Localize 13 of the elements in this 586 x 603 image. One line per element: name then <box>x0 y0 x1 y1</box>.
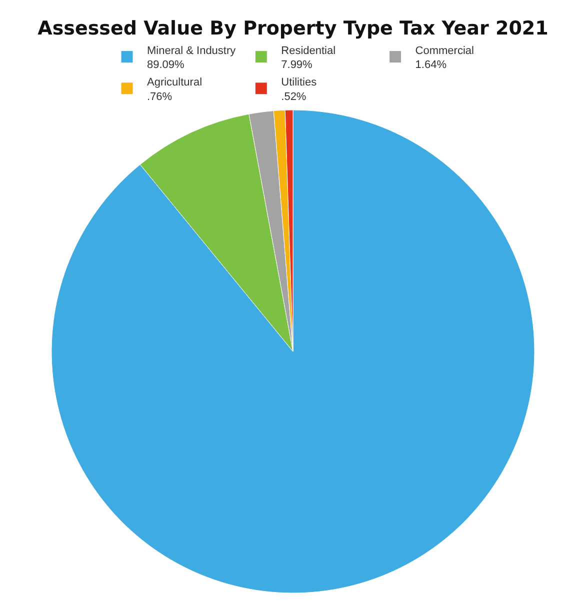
legend-label: Mineral & Industry <box>147 44 236 57</box>
data-label: .76% <box>147 90 172 103</box>
data-label: 1.64% <box>415 59 447 72</box>
data-label: 7.99% <box>281 59 313 72</box>
chart-title: Assessed Value By Property Type Tax Year 2021 <box>38 17 548 40</box>
legend-label: Agricultural <box>147 76 202 89</box>
data-label: 89.09% <box>147 59 185 72</box>
legend-label: Utilities <box>281 76 318 89</box>
legend-label: Residential <box>281 44 336 57</box>
pie-slice <box>51 110 535 594</box>
legend-label: Commercial <box>415 44 474 57</box>
data-label: .52% <box>281 90 306 103</box>
pie-slice <box>140 114 294 352</box>
